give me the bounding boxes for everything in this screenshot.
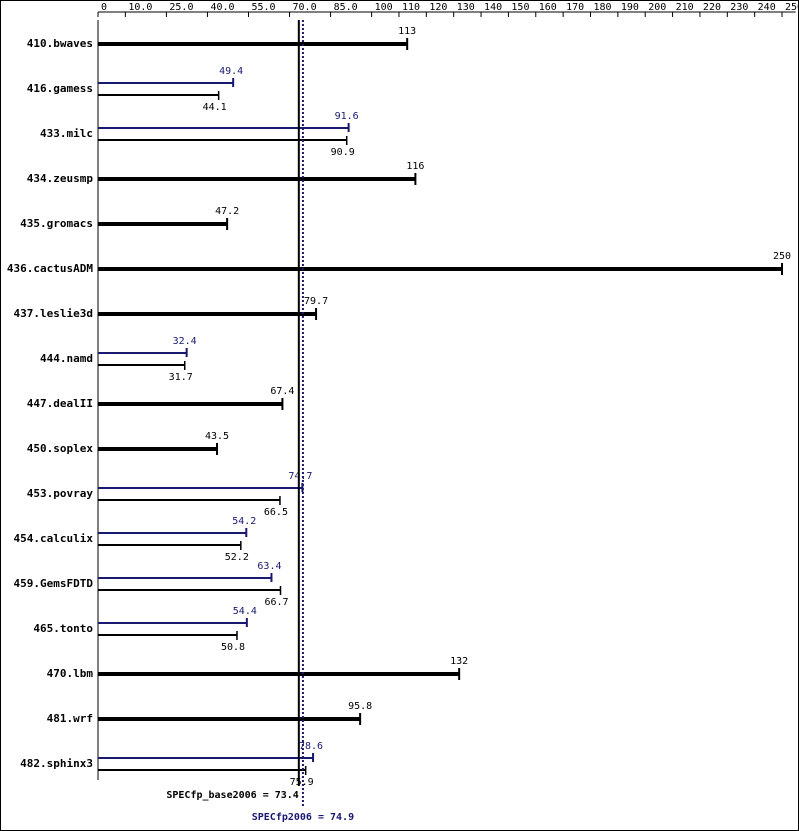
x-tick-label: 25.0 <box>169 2 193 13</box>
bar <box>98 312 317 316</box>
y-tick-label: 435.gromacs <box>20 217 93 230</box>
x-tick-label: 220 <box>703 2 721 13</box>
bar <box>98 42 408 46</box>
peak-bar <box>98 127 349 129</box>
y-tick-label: 436.cactusADM <box>7 262 93 275</box>
value-label: 91.6 <box>335 111 359 122</box>
x-tick-label: 130 <box>457 2 475 13</box>
y-tick-label: 453.povray <box>27 487 94 500</box>
y-tick-label: 481.wrf <box>47 712 93 725</box>
x-tick-label: 110 <box>402 2 420 13</box>
value-label: 66.7 <box>264 597 288 608</box>
bar <box>98 447 218 451</box>
y-tick-label: 465.tonto <box>33 622 93 635</box>
value-label: 47.2 <box>215 206 239 217</box>
value-label: 75.9 <box>290 777 314 788</box>
base-bar <box>98 589 281 591</box>
bar <box>98 672 460 676</box>
bar <box>98 177 416 181</box>
peak-bar <box>98 757 314 759</box>
x-tick-label: 140 <box>484 2 502 13</box>
value-label: 54.2 <box>232 516 256 527</box>
value-label: 63.4 <box>257 561 281 572</box>
y-tick-label: 470.lbm <box>47 667 94 680</box>
bar <box>98 717 361 721</box>
base-bar <box>98 94 219 96</box>
base-bar <box>98 544 241 546</box>
x-tick-label: 70.0 <box>293 2 317 13</box>
x-tick-label: 170 <box>566 2 584 13</box>
base-bar <box>98 769 306 771</box>
y-tick-label: 437.leslie3d <box>14 307 93 320</box>
x-tick-label: 210 <box>676 2 694 13</box>
value-label: 74.7 <box>288 471 312 482</box>
x-tick-label: 190 <box>621 2 639 13</box>
value-label: 32.4 <box>173 336 197 347</box>
y-tick-label: 459.GemsFDTD <box>14 577 94 590</box>
y-tick-label: 433.milc <box>40 127 93 140</box>
value-label: 95.8 <box>348 701 372 712</box>
y-tick-label: 454.calculix <box>14 532 94 545</box>
peak-bar <box>98 487 303 489</box>
x-tick-label: 250 <box>785 2 799 13</box>
value-label: 49.4 <box>219 66 243 77</box>
y-tick-label: 447.dealII <box>27 397 93 410</box>
y-tick-label: 450.soplex <box>27 442 94 455</box>
value-label: 66.5 <box>264 507 288 518</box>
peak-bar <box>98 352 187 354</box>
value-label: 116 <box>406 161 424 172</box>
reference-label: SPECfp_base2006 = 73.4 <box>166 790 298 801</box>
x-tick-label: 150 <box>511 2 529 13</box>
base-bar <box>98 499 280 501</box>
peak-bar <box>98 82 234 84</box>
value-label: 132 <box>450 656 468 667</box>
value-label: 54.4 <box>233 606 257 617</box>
reference-label: SPECfp2006 = 74.9 <box>252 812 354 823</box>
value-label: 50.8 <box>221 642 245 653</box>
peak-bar <box>98 532 247 534</box>
value-label: 250 <box>773 251 791 262</box>
x-tick-label: 240 <box>758 2 776 13</box>
value-label: 79.7 <box>304 296 328 307</box>
x-tick-label: 85.0 <box>334 2 358 13</box>
value-label: 44.1 <box>203 102 227 113</box>
value-label: 67.4 <box>270 386 294 397</box>
value-label: 90.9 <box>331 147 355 158</box>
value-label: 43.5 <box>205 431 229 442</box>
x-tick-label: 120 <box>429 2 447 13</box>
value-label: 78.6 <box>299 741 323 752</box>
base-bar <box>98 634 237 636</box>
y-tick-label: 416.gamess <box>27 82 93 95</box>
value-label: 31.7 <box>169 372 193 383</box>
x-tick-label: 180 <box>593 2 611 13</box>
value-label: 52.2 <box>225 552 249 563</box>
y-tick-label: 410.bwaves <box>27 37 93 50</box>
x-tick-label: 100 <box>375 2 393 13</box>
x-tick-label: 160 <box>539 2 557 13</box>
y-tick-label: 482.sphinx3 <box>20 757 93 770</box>
value-label: 113 <box>398 26 416 37</box>
x-tick-label: 0 <box>101 2 107 13</box>
y-tick-label: 434.zeusmp <box>27 172 94 185</box>
x-tick-label: 55.0 <box>251 2 275 13</box>
y-tick-label: 444.namd <box>40 352 93 365</box>
peak-bar <box>98 577 272 579</box>
x-tick-label: 40.0 <box>210 2 234 13</box>
bar <box>98 222 228 226</box>
peak-bar <box>98 622 247 624</box>
base-bar <box>98 364 185 366</box>
x-tick-label: 230 <box>730 2 748 13</box>
x-tick-label: 10.0 <box>128 2 152 13</box>
bar <box>98 267 783 271</box>
bar <box>98 402 283 406</box>
base-bar <box>98 139 347 141</box>
x-tick-label: 200 <box>648 2 666 13</box>
